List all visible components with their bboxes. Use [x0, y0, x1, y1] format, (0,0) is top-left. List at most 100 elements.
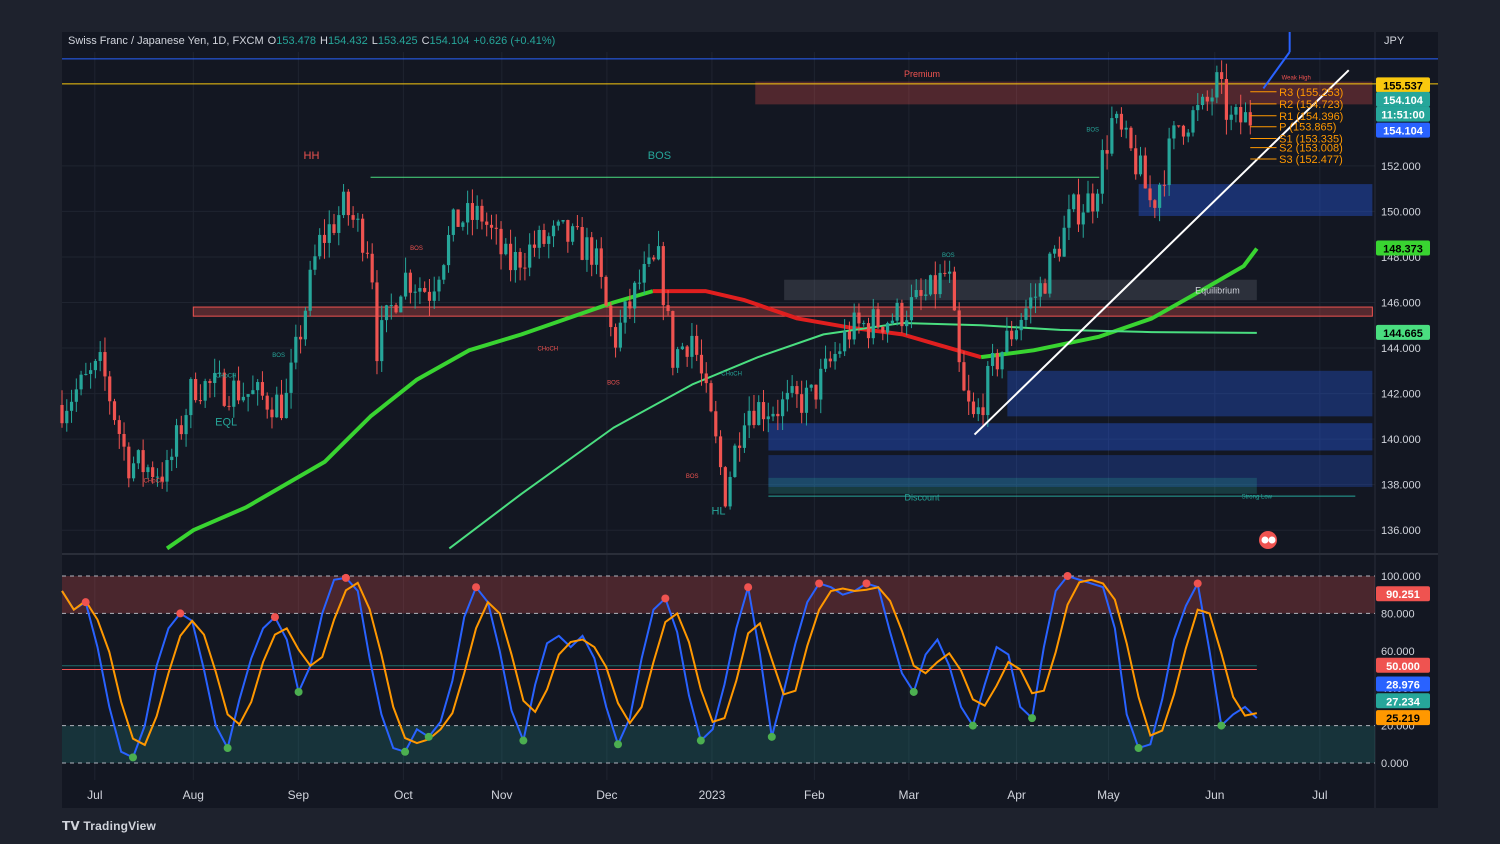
candle-body — [1110, 118, 1114, 154]
candle-body — [208, 381, 212, 384]
stoch-cross-up-dot — [1028, 714, 1037, 723]
pivot-label: R1 (154.396) — [1279, 111, 1343, 123]
candle-body — [232, 380, 236, 407]
smc-label: CHoCH — [721, 371, 742, 377]
stoch-cross-up-dot — [1134, 744, 1143, 753]
candle-body — [1172, 125, 1176, 139]
axes: 136.000 138.000 140.000 142.000 144.000 146.0… — [87, 35, 1421, 802]
candle-body — [241, 396, 245, 401]
candle-body — [1239, 106, 1243, 123]
candle-body — [79, 374, 83, 390]
candle-body — [303, 310, 307, 340]
open-value: 153.478 — [276, 35, 316, 47]
candle-body — [733, 445, 737, 477]
candle-body — [928, 275, 933, 295]
candle-body — [728, 476, 732, 507]
candle-body — [547, 236, 551, 244]
candle-body — [127, 446, 131, 479]
replay-icon — [1268, 536, 1276, 544]
price-tick-label: 138.000 — [1381, 480, 1421, 492]
price-badge-label: 144.665 — [1383, 328, 1423, 340]
candle-body — [275, 394, 279, 418]
stoch-cross-down-dot — [661, 594, 670, 603]
candle-body — [1186, 132, 1190, 137]
candle-body — [131, 463, 136, 479]
candle-body — [571, 226, 575, 242]
symbol-header[interactable]: Swiss Franc / Japanese Yen, 1D, FXCM O153… — [68, 35, 559, 47]
low-label: L — [371, 35, 378, 47]
time-tick-label: Jul — [1312, 788, 1327, 802]
candle-body — [470, 203, 475, 220]
candle-body — [1167, 138, 1171, 186]
low-value: 153.425 — [377, 35, 418, 47]
candle-body — [537, 229, 541, 248]
smc-label: CHoCH — [537, 346, 558, 352]
stoch-k-line — [61, 574, 1258, 759]
candle-body — [289, 362, 293, 393]
candle-body — [260, 382, 265, 396]
candle-body — [671, 311, 675, 368]
candle-body — [475, 205, 479, 220]
price-badges: 155.537 154.104 11:51:00 154.104 148.373 144.… — [1259, 77, 1430, 726]
candle-body — [236, 380, 241, 401]
candle-body — [189, 379, 193, 416]
candle-body — [112, 401, 117, 421]
candle-body — [1157, 184, 1162, 208]
high-label: H — [319, 35, 328, 47]
candle-body — [900, 302, 904, 327]
candle-body — [1191, 110, 1195, 133]
candle-body — [609, 305, 613, 328]
candle-body — [690, 335, 694, 357]
moving-averages — [165, 247, 1259, 551]
candle-body — [1148, 188, 1152, 201]
candle-body — [1143, 155, 1147, 189]
candle-body — [828, 358, 832, 362]
stoch-cross-down-dot — [862, 579, 871, 588]
candle-body — [1196, 105, 1200, 111]
candle-body — [633, 282, 637, 309]
candle-body — [752, 410, 756, 426]
candle-body — [1076, 194, 1081, 225]
candle-body — [69, 401, 74, 411]
candle-body — [971, 401, 976, 415]
pivot-label: R3 (155.253) — [1279, 87, 1343, 99]
candle-body — [714, 411, 718, 437]
tradingview-logo[interactable]: 𝗧𝗩 TradingView — [62, 819, 156, 833]
smc-label: BOS — [942, 253, 955, 259]
demand-zone — [768, 455, 1373, 487]
price-badge — [1376, 122, 1430, 138]
candle-body — [957, 310, 961, 363]
price-badge — [1376, 91, 1430, 107]
candle-body — [528, 244, 532, 268]
candle-body — [785, 392, 789, 400]
close-label: C — [421, 35, 430, 47]
stoch-cross-up-dot — [128, 753, 137, 762]
candle-body — [532, 244, 537, 248]
drawings — [973, 32, 1350, 436]
time-tick-label: Jul — [87, 788, 102, 802]
candle-body — [1072, 194, 1076, 210]
smc-label: BOS — [607, 380, 620, 386]
candle-body — [108, 376, 112, 402]
discount-zone — [768, 477, 1257, 494]
candle-body — [757, 402, 761, 426]
time-tick-label: Feb — [804, 788, 825, 802]
candle-body — [967, 390, 971, 402]
time-tick-label: Aug — [183, 788, 204, 802]
candle-body — [1038, 283, 1042, 297]
candle-body — [299, 336, 303, 340]
candle-body — [155, 476, 160, 478]
candle-body — [1220, 72, 1224, 80]
change-value: +0.626 (+0.41%) — [473, 35, 556, 47]
candle-body — [590, 237, 594, 265]
candle-body — [618, 322, 622, 348]
candle-body — [151, 467, 155, 478]
candle-body — [709, 383, 713, 412]
candle-body — [685, 346, 689, 357]
candle-body — [423, 288, 427, 292]
candle-body — [566, 220, 570, 242]
price-badge — [1376, 106, 1430, 122]
candle-body — [318, 234, 322, 257]
candle-body — [1048, 253, 1052, 294]
